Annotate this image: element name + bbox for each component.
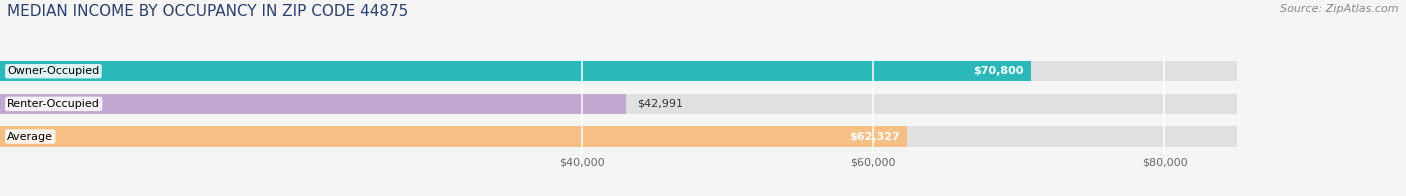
Text: MEDIAN INCOME BY OCCUPANCY IN ZIP CODE 44875: MEDIAN INCOME BY OCCUPANCY IN ZIP CODE 4…	[7, 4, 408, 19]
Bar	[0, 61, 1031, 81]
Text: $62,327: $62,327	[849, 132, 900, 142]
Text: Average: Average	[7, 132, 53, 142]
Bar	[0, 61, 1237, 81]
Bar	[0, 126, 907, 147]
Bar	[0, 94, 626, 114]
Text: Owner-Occupied: Owner-Occupied	[7, 66, 100, 76]
Text: $42,991: $42,991	[637, 99, 683, 109]
Text: $70,800: $70,800	[973, 66, 1024, 76]
Text: Renter-Occupied: Renter-Occupied	[7, 99, 100, 109]
Text: Source: ZipAtlas.com: Source: ZipAtlas.com	[1281, 4, 1399, 14]
Bar	[0, 94, 1237, 114]
Bar	[0, 126, 1237, 147]
